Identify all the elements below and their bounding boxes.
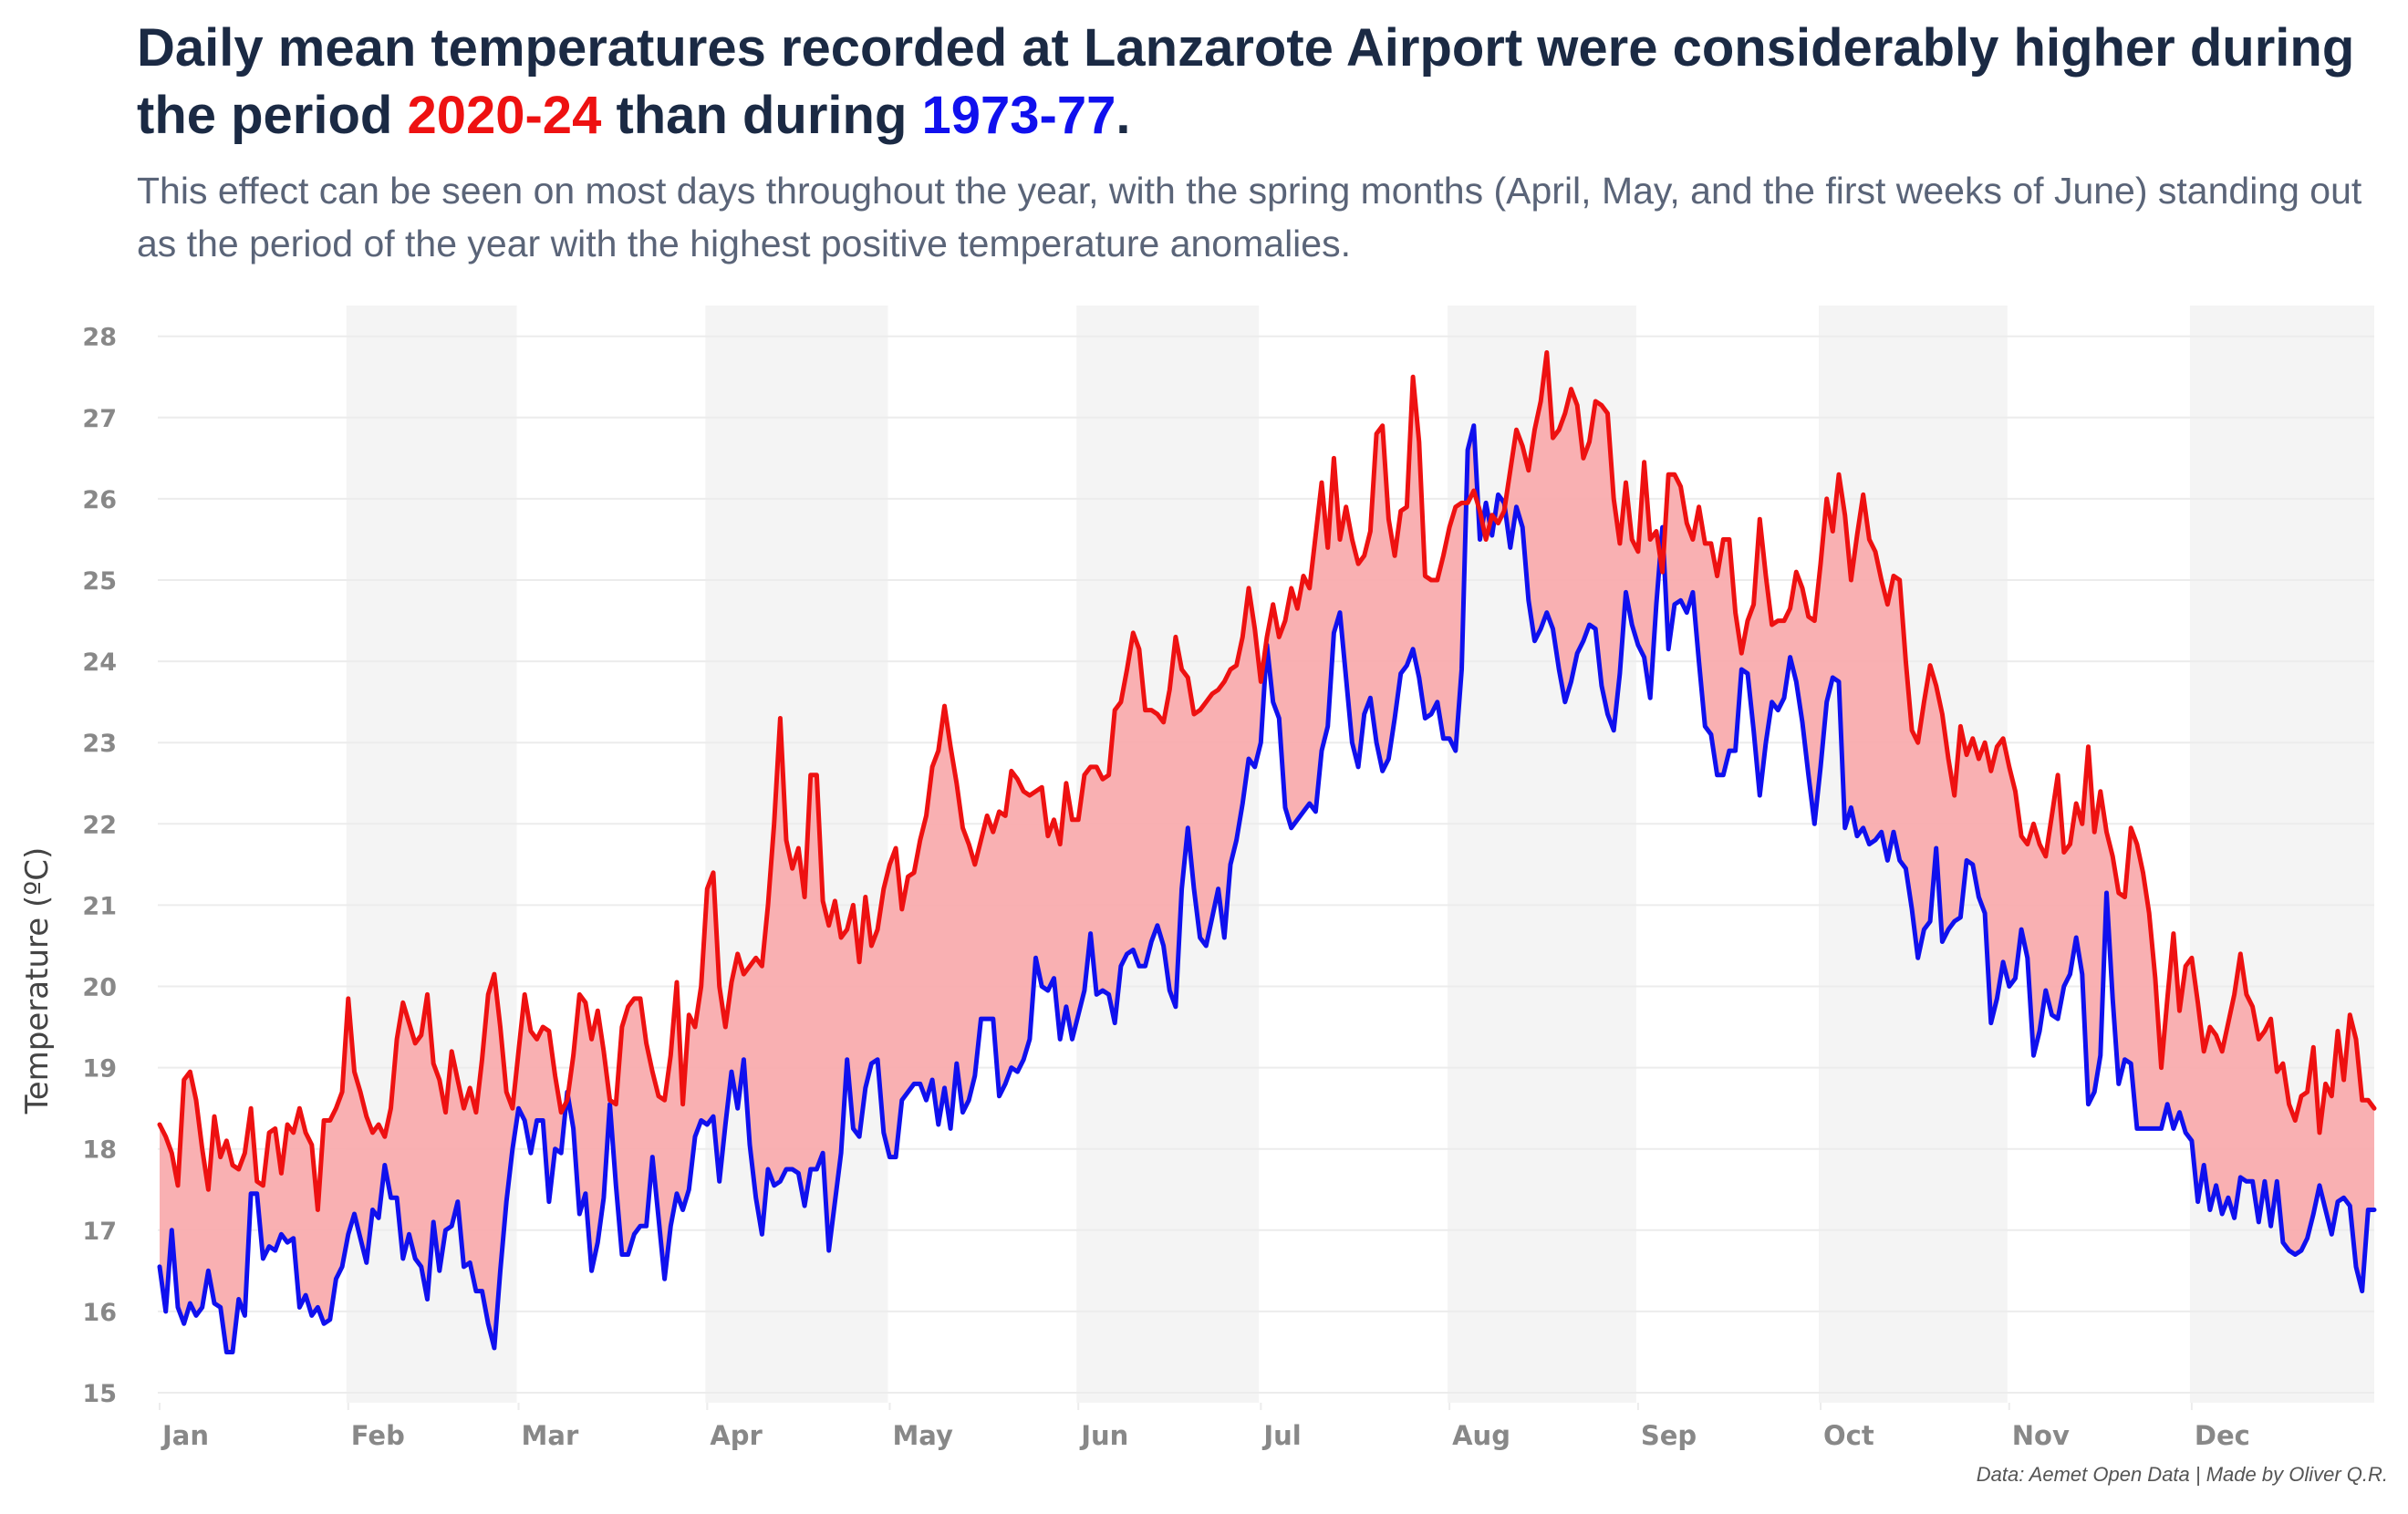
x-tick-label: Jul [1261, 1420, 1301, 1451]
difference-area [160, 352, 2374, 1353]
y-axis-ticks: 15 16 17 18 19 20 21 22 23 24 25 26 27 28 [82, 324, 117, 1408]
chart-title: Daily mean temperatures recorded at Lanz… [137, 18, 2355, 145]
y-tick-label: 24 [82, 648, 117, 677]
x-axis-ticks: Jan Feb Mar Apr May Jun Jul Aug Sep Oct Nov Dec [159, 1403, 2250, 1451]
y-tick-label: 25 [82, 567, 117, 596]
x-tick-label: Feb [351, 1420, 405, 1451]
series-line-2020-24 [157, 350, 2377, 1212]
x-tick-label: Dec [2195, 1420, 2250, 1451]
y-tick-label: 21 [82, 892, 117, 920]
x-tick-label: Jan [161, 1420, 209, 1451]
series-lines [157, 350, 2377, 1354]
y-tick-label: 26 [82, 486, 117, 514]
temperature-chart: 15 16 17 18 19 20 21 22 23 24 25 26 27 28 Jan Feb Mar Ap… [19, 306, 2377, 1451]
x-tick-label: Jun [1079, 1420, 1128, 1451]
y-tick-label: 17 [82, 1218, 117, 1246]
title-period-past: 1973-77 [921, 86, 1116, 145]
title-period-recent: 2020-24 [407, 86, 602, 145]
y-tick-label: 18 [82, 1136, 117, 1165]
x-tick-label: Nov [2012, 1420, 2070, 1451]
x-tick-label: Mar [522, 1420, 579, 1451]
x-tick-label: May [892, 1420, 953, 1451]
y-tick-label: 23 [82, 730, 117, 758]
y-tick-label: 15 [82, 1380, 117, 1408]
y-tick-label: 16 [82, 1299, 117, 1327]
y-tick-label: 22 [82, 811, 117, 839]
x-tick-label: Oct [1823, 1420, 1874, 1451]
chart-subtitle: This effect can be seen on most days thr… [137, 170, 2362, 264]
y-tick-label: 19 [82, 1055, 117, 1084]
y-tick-label: 28 [82, 324, 117, 352]
difference-fill [160, 352, 2374, 1353]
x-tick-label: Aug [1452, 1420, 1510, 1451]
y-axis-label: Temperature (ºC) [19, 847, 56, 1115]
y-tick-label: 27 [82, 405, 117, 433]
x-tick-label: Apr [710, 1420, 763, 1451]
data-source-caption: Data: Aemet Open Data | Made by Oliver Q… [1976, 1463, 2388, 1486]
y-tick-label: 20 [82, 974, 117, 1002]
x-tick-label: Sep [1641, 1420, 1697, 1451]
